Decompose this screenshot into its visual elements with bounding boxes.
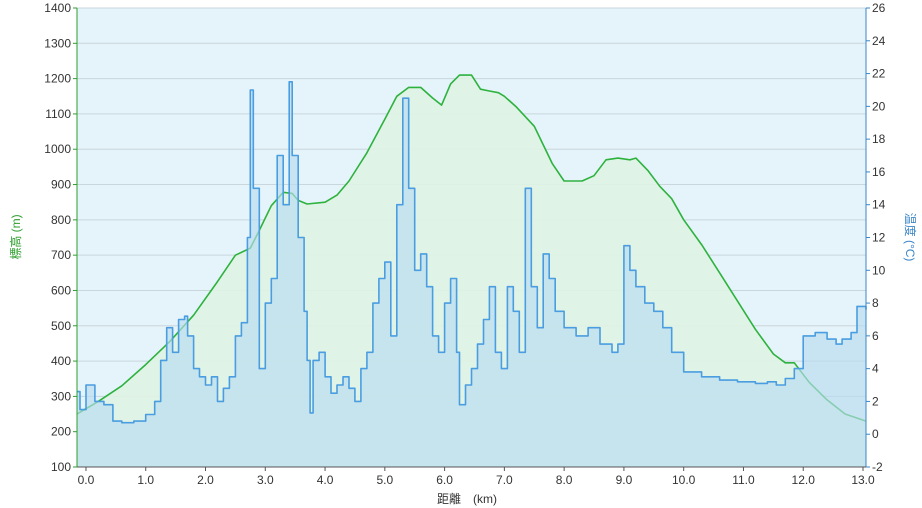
left-tick-label: 900: [51, 178, 71, 192]
right-tick-label: 22: [872, 67, 886, 81]
temperature-line: [77, 81, 867, 424]
left-tick-label: 700: [51, 248, 71, 262]
x-tick-label: 2.0: [197, 473, 214, 487]
left-tick-label: 500: [51, 319, 71, 333]
left-axis-title: 標高 (m): [8, 214, 23, 259]
elevation-line: [76, 74, 867, 422]
x-tick-label: 8.0: [556, 473, 573, 487]
left-tick-label: 1000: [44, 142, 71, 156]
left-tick-label: 800: [51, 213, 71, 227]
left-tick-label: 300: [51, 389, 71, 403]
right-tick-label: 6: [872, 329, 879, 343]
x-tick-label: 4.0: [317, 473, 334, 487]
x-tick-label: 1.0: [137, 473, 154, 487]
x-tick-label: 7.0: [496, 473, 513, 487]
left-tick-label: 100: [51, 460, 71, 474]
left-tick-label: 1100: [45, 107, 71, 121]
left-tick-label: 400: [51, 354, 71, 368]
x-axis-title: 距離 (km): [437, 492, 497, 506]
right-tick-label: 26: [872, 1, 886, 15]
right-tick-label: 2: [872, 394, 879, 408]
temperature-series: [77, 81, 867, 468]
x-tick-label: 10.0: [672, 473, 696, 487]
right-tick-label: -2: [872, 460, 883, 474]
left-tick-label: 200: [51, 425, 71, 439]
right-tick-label: 20: [872, 99, 886, 113]
right-tick-label: 24: [872, 34, 886, 48]
right-tick-label: 8: [872, 296, 879, 310]
x-tick-label: 12.0: [792, 473, 816, 487]
right-axis-title: 温度 (°C): [903, 213, 918, 262]
x-tick-label: 11.0: [732, 473, 755, 487]
left-tick-label: 1400: [44, 1, 71, 15]
x-tick-label: 0.0: [78, 473, 95, 487]
x-tick-label: 9.0: [616, 473, 633, 487]
left-tick-label: 1200: [44, 72, 71, 86]
right-tick-label: 16: [872, 165, 886, 179]
left-tick-label: 1300: [44, 36, 71, 50]
right-tick-label: 18: [872, 132, 886, 146]
temperature-area: [77, 81, 866, 468]
x-axis-ticks: 0.0 1.0 2.0 3.0 4.0 5.0 6.0 7.0 8.0 9.0 10.0 11.0 12…: [78, 467, 875, 487]
right-tick-label: 10: [872, 263, 886, 277]
x-tick-label: 6.0: [436, 473, 453, 487]
left-axis-ticks: 100 200 300 400 500 600 700 800 900 1000 1100 1200 1…: [44, 1, 77, 474]
x-tick-label: 5.0: [376, 473, 393, 487]
right-tick-label: 12: [872, 231, 886, 245]
x-tick-label: 13.0: [851, 473, 875, 487]
right-tick-label: 4: [872, 362, 879, 376]
right-tick-label: 0: [872, 427, 879, 441]
x-tick-label: 3.0: [257, 473, 274, 487]
right-tick-label: 14: [872, 198, 886, 212]
left-tick-label: 600: [51, 283, 71, 297]
